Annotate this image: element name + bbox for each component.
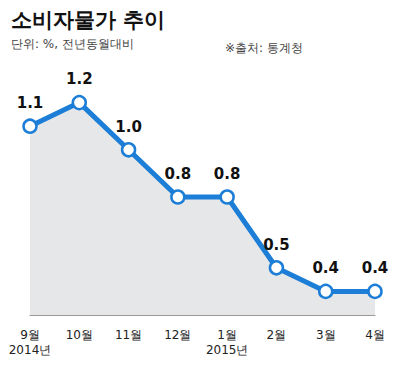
svg-text:※출처: 통계청: ※출처: 통계청 — [225, 41, 303, 55]
svg-text:4월: 4월 — [365, 328, 385, 342]
svg-text:3월: 3월 — [316, 328, 336, 342]
svg-text:1.2: 1.2 — [66, 70, 93, 88]
svg-text:1월: 1월 — [217, 328, 237, 342]
svg-text:2014년: 2014년 — [9, 343, 52, 357]
svg-text:2015년: 2015년 — [206, 343, 249, 357]
svg-text:0.8: 0.8 — [214, 165, 241, 183]
svg-text:1.1: 1.1 — [17, 94, 44, 112]
svg-text:10월: 10월 — [66, 328, 93, 342]
svg-text:12월: 12월 — [164, 328, 191, 342]
svg-text:소비자물가 추이: 소비자물가 추이 — [11, 8, 165, 32]
svg-text:0.4: 0.4 — [312, 259, 339, 277]
svg-text:11월: 11월 — [115, 328, 142, 342]
svg-text:0.4: 0.4 — [362, 259, 389, 277]
svg-text:0.8: 0.8 — [165, 165, 192, 183]
svg-text:0.5: 0.5 — [263, 236, 290, 254]
svg-text:9월: 9월 — [20, 328, 40, 342]
svg-text:1.0: 1.0 — [115, 118, 142, 136]
svg-text:단위: %, 전년동월대비: 단위: %, 전년동월대비 — [11, 37, 134, 51]
svg-text:2월: 2월 — [267, 328, 287, 342]
